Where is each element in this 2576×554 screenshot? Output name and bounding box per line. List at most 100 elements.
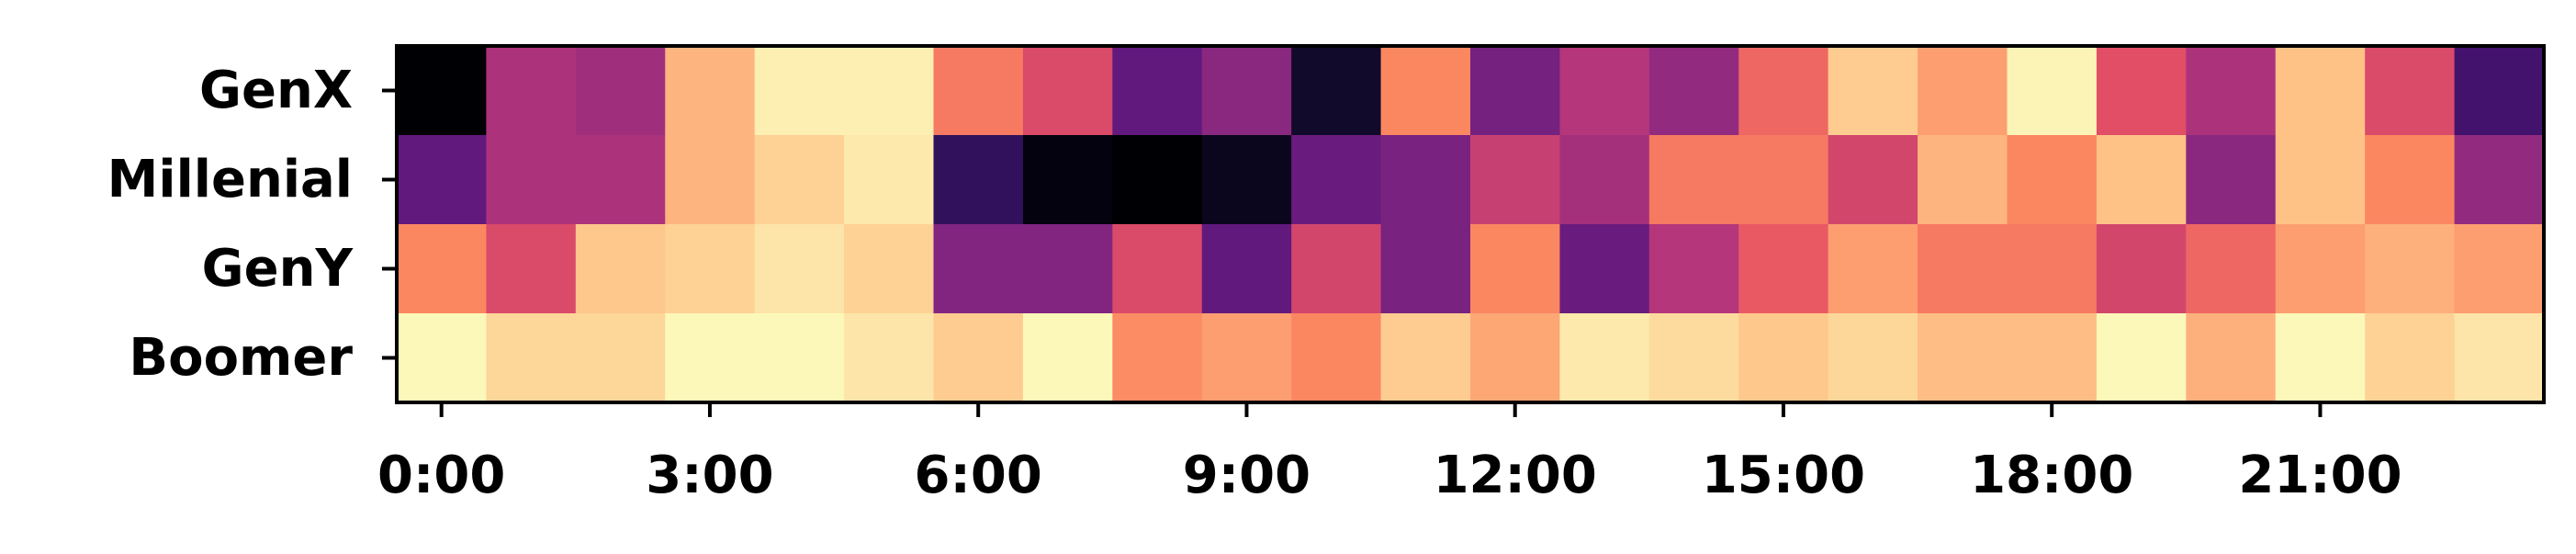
heatmap-cell-genx-4 bbox=[754, 46, 845, 136]
heatmap-cell-genx-11 bbox=[1380, 46, 1471, 136]
heatmap-cell-genx-17 bbox=[1918, 46, 2008, 136]
heatmap-cell-millenial-14 bbox=[1648, 135, 1739, 225]
heatmap-cell-millenial-5 bbox=[844, 135, 935, 225]
heatmap-cell-genx-7 bbox=[1022, 46, 1113, 136]
heatmap-cell-boomer-18 bbox=[2007, 313, 2098, 403]
heatmap-cell-millenial-20 bbox=[2186, 135, 2277, 225]
heatmap-cell-boomer-4 bbox=[754, 313, 845, 403]
heatmap-cell-millenial-23 bbox=[2454, 135, 2545, 225]
heatmap-cell-millenial-16 bbox=[1828, 135, 1918, 225]
heatmap-cell-genx-14 bbox=[1648, 46, 1739, 136]
x-tick-label: 18:00 bbox=[1970, 446, 2133, 505]
heatmap-cell-boomer-2 bbox=[575, 313, 666, 403]
heatmap-cell-genx-20 bbox=[2186, 46, 2277, 136]
heatmap-cell-geny-21 bbox=[2275, 224, 2366, 314]
heatmap-cell-boomer-21 bbox=[2275, 313, 2366, 403]
heatmap-cell-genx-16 bbox=[1828, 46, 1918, 136]
heatmap-cell-genx-5 bbox=[844, 46, 935, 136]
heatmap-cell-genx-15 bbox=[1738, 46, 1829, 136]
heatmap-cell-geny-11 bbox=[1380, 224, 1471, 314]
heatmap-cell-boomer-16 bbox=[1828, 313, 1918, 403]
y-tick-label: GenY bbox=[202, 239, 354, 299]
x-tick-label: 6:00 bbox=[915, 446, 1042, 505]
heatmap-cell-geny-9 bbox=[1201, 224, 1292, 314]
heatmap-cell-boomer-0 bbox=[397, 313, 488, 403]
heatmap-cell-genx-9 bbox=[1201, 46, 1292, 136]
x-tick-label: 0:00 bbox=[377, 446, 505, 505]
heatmap-cell-boomer-5 bbox=[844, 313, 935, 403]
heatmap-cell-geny-8 bbox=[1112, 224, 1203, 314]
heatmap-cell-boomer-1 bbox=[486, 313, 577, 403]
heatmap-cell-genx-8 bbox=[1112, 46, 1203, 136]
heatmap-cell-genx-23 bbox=[2454, 46, 2545, 136]
heatmap-cell-millenial-0 bbox=[397, 135, 488, 225]
heatmap-cell-boomer-23 bbox=[2454, 313, 2545, 403]
heatmap-cell-boomer-17 bbox=[1918, 313, 2008, 403]
heatmap-cell-geny-5 bbox=[844, 224, 935, 314]
x-tick-label: 9:00 bbox=[1183, 446, 1310, 505]
heatmap-cell-geny-12 bbox=[1470, 224, 1561, 314]
x-tick-label: 12:00 bbox=[1434, 446, 1597, 505]
heatmap-cell-geny-3 bbox=[665, 224, 756, 314]
y-tick-label: Boomer bbox=[129, 328, 353, 388]
heatmap-cell-geny-10 bbox=[1291, 224, 1382, 314]
heatmap-cell-geny-16 bbox=[1828, 224, 1918, 314]
heatmap-cell-boomer-13 bbox=[1559, 313, 1650, 403]
heatmap-cell-boomer-22 bbox=[2365, 313, 2456, 403]
heatmap-cell-genx-13 bbox=[1559, 46, 1650, 136]
heatmap-cell-boomer-8 bbox=[1112, 313, 1203, 403]
heatmap-cell-boomer-10 bbox=[1291, 313, 1382, 403]
y-tick-label: Millenial bbox=[107, 150, 353, 209]
plot-frame bbox=[395, 44, 2546, 404]
heatmap-cell-genx-1 bbox=[486, 46, 577, 136]
x-tick-label: 21:00 bbox=[2238, 446, 2402, 505]
heatmap-cells bbox=[397, 46, 2545, 403]
heatmap-cell-geny-14 bbox=[1648, 224, 1739, 314]
heatmap-cell-millenial-21 bbox=[2275, 135, 2366, 225]
heatmap-cell-millenial-15 bbox=[1738, 135, 1829, 225]
heatmap-cell-millenial-22 bbox=[2365, 135, 2456, 225]
heatmap-cell-millenial-2 bbox=[575, 135, 666, 225]
heatmap-cell-genx-21 bbox=[2275, 46, 2366, 136]
heatmap-cell-millenial-17 bbox=[1918, 135, 2008, 225]
heatmap-cell-millenial-12 bbox=[1470, 135, 1561, 225]
heatmap-cell-genx-12 bbox=[1470, 46, 1561, 136]
heatmap-cell-millenial-6 bbox=[933, 135, 1024, 225]
heatmap-cell-geny-1 bbox=[486, 224, 577, 314]
heatmap-cell-millenial-18 bbox=[2007, 135, 2098, 225]
heatmap-cell-genx-6 bbox=[933, 46, 1024, 136]
y-tick-label: GenX bbox=[199, 61, 353, 120]
heatmap-cell-millenial-1 bbox=[486, 135, 577, 225]
y-axis: GenX Millenial GenY Boomer bbox=[107, 61, 397, 388]
heatmap-cell-boomer-7 bbox=[1022, 313, 1113, 403]
heatmap-cell-millenial-8 bbox=[1112, 135, 1203, 225]
heatmap-cell-millenial-4 bbox=[754, 135, 845, 225]
x-tick-label: 3:00 bbox=[646, 446, 773, 505]
heatmap-cell-geny-7 bbox=[1022, 224, 1113, 314]
heatmap-cell-boomer-12 bbox=[1470, 313, 1561, 403]
heatmap-cell-millenial-10 bbox=[1291, 135, 1382, 225]
heatmap-cell-geny-0 bbox=[397, 224, 488, 314]
heatmap-cell-genx-19 bbox=[2096, 46, 2187, 136]
heatmap-cell-boomer-15 bbox=[1738, 313, 1829, 403]
heatmap-cell-boomer-3 bbox=[665, 313, 756, 403]
x-axis: 0:00 3:00 6:00 9:00 12:00 15:00 18:00 21:00 bbox=[377, 402, 2402, 505]
heatmap-cell-boomer-19 bbox=[2096, 313, 2187, 403]
heatmap-cell-geny-17 bbox=[1918, 224, 2008, 314]
heatmap-cell-millenial-11 bbox=[1380, 135, 1471, 225]
heatmap-cell-genx-10 bbox=[1291, 46, 1382, 136]
heatmap-cell-geny-18 bbox=[2007, 224, 2098, 314]
heatmap-cell-genx-3 bbox=[665, 46, 756, 136]
heatmap-cell-millenial-13 bbox=[1559, 135, 1650, 225]
heatmap-cell-geny-13 bbox=[1559, 224, 1650, 314]
heatmap-cell-boomer-11 bbox=[1380, 313, 1471, 403]
heatmap-cell-millenial-19 bbox=[2096, 135, 2187, 225]
heatmap-cell-genx-18 bbox=[2007, 46, 2098, 136]
heatmap-cell-millenial-7 bbox=[1022, 135, 1113, 225]
heatmap-cell-geny-6 bbox=[933, 224, 1024, 314]
x-tick-label: 15:00 bbox=[1702, 446, 1865, 505]
heatmap-cell-boomer-6 bbox=[933, 313, 1024, 403]
heatmap-cell-millenial-9 bbox=[1201, 135, 1292, 225]
heatmap-cell-boomer-20 bbox=[2186, 313, 2277, 403]
